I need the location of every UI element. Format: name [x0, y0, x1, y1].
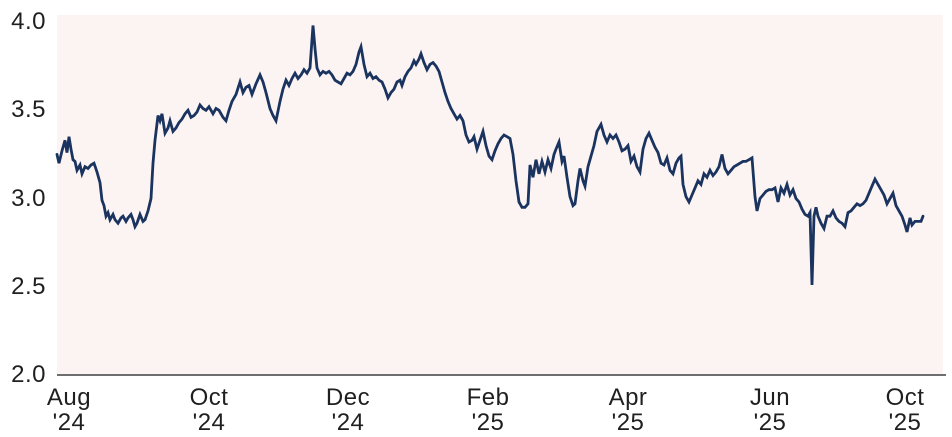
x-tick-month: Jun	[749, 384, 791, 411]
y-tick-label: 3.0	[11, 184, 46, 212]
x-tick-year: '24	[331, 409, 365, 436]
x-tick-month: Feb	[466, 384, 510, 411]
x-tick-year: '25	[611, 409, 645, 436]
y-tick-label: 2.0	[11, 361, 46, 388]
x-tick-month: Dec	[325, 384, 371, 411]
y-tick-label: 3.5	[11, 96, 46, 124]
y-tick-label: 4.0	[11, 8, 46, 35]
x-tick-label: Apr '25	[573, 385, 683, 435]
x-tick-month: Oct	[885, 384, 925, 411]
x-tick-label: Aug '24	[14, 385, 124, 435]
x-tick-year: '25	[471, 409, 505, 436]
x-tick-year: '24	[52, 409, 86, 436]
x-tick-label: Feb '25	[433, 385, 543, 435]
x-tick-label: Jun '25	[715, 385, 825, 435]
x-tick-label: Oct '24	[154, 385, 264, 435]
x-tick-year: '24	[192, 409, 226, 436]
data-line	[55, 25, 925, 286]
x-tick-month: Aug	[46, 384, 92, 411]
y-tick-label: 2.5	[11, 272, 46, 300]
x-tick-month: Apr	[608, 384, 648, 411]
x-tick-label: Dec '24	[293, 385, 403, 435]
x-tick-month: Oct	[189, 384, 229, 411]
plot-area-background	[57, 15, 943, 375]
x-tick-year: '25	[888, 409, 922, 436]
x-tick-label: Oct '25	[850, 385, 952, 435]
x-tick-year: '25	[753, 409, 787, 436]
